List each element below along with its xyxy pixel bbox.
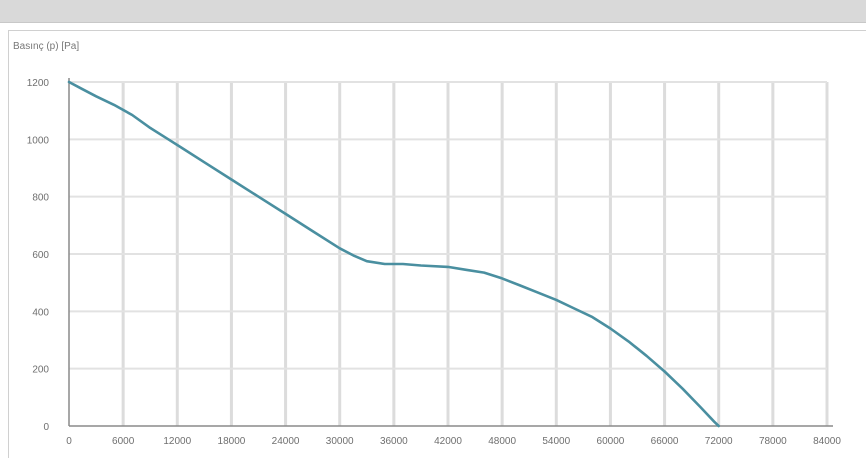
top-bar <box>0 0 866 23</box>
grid <box>69 81 829 426</box>
chart-panel: 0 6000 12000 18000 24000 30000 36000 42000 48000… <box>8 30 866 458</box>
x-tick-label: 72000 <box>705 436 733 447</box>
x-tick-label: 84000 <box>813 436 841 447</box>
y-tick-label: 1200 <box>27 78 50 89</box>
x-tick-label: 6000 <box>112 436 135 447</box>
x-tick-label: 30000 <box>326 436 354 447</box>
y-tick-label: 800 <box>32 193 49 204</box>
x-tick-label: 48000 <box>488 436 516 447</box>
y-tick-labels: 0 200 400 600 800 1000 1200 <box>27 78 50 433</box>
x-tick-label: 42000 <box>434 436 462 447</box>
x-tick-label: 78000 <box>759 436 787 447</box>
y-tick-label: 1000 <box>27 135 50 146</box>
y-tick-label: 200 <box>32 365 49 376</box>
x-tick-label: 60000 <box>597 436 625 447</box>
x-tick-label: 0 <box>66 436 72 447</box>
x-tick-label: 24000 <box>272 436 300 447</box>
series <box>67 80 720 428</box>
x-tick-label: 66000 <box>651 436 679 447</box>
x-tick-label: 18000 <box>218 436 246 447</box>
x-tick-label: 12000 <box>163 436 191 447</box>
x-tick-label: 54000 <box>542 436 570 447</box>
x-tick-labels: 0 6000 12000 18000 24000 30000 36000 42000 48000… <box>66 436 841 447</box>
pressure-chart: 0 6000 12000 18000 24000 30000 36000 42000 48000… <box>13 41 841 447</box>
pressure-curve-line <box>67 80 720 428</box>
axes <box>68 78 833 427</box>
y-tick-label: 0 <box>43 422 49 433</box>
y-tick-label: 400 <box>32 307 49 318</box>
x-tick-label: 36000 <box>380 436 408 447</box>
y-axis-label: Basınç (p) [Pa] <box>13 41 79 52</box>
y-tick-label: 600 <box>32 250 49 261</box>
